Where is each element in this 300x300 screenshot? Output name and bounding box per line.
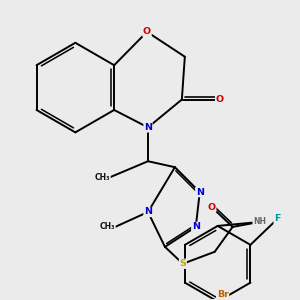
Text: N: N — [144, 123, 152, 132]
Text: N: N — [196, 188, 204, 196]
Text: O: O — [143, 27, 151, 36]
Text: O: O — [216, 95, 224, 104]
Text: Br: Br — [217, 290, 229, 299]
Text: F: F — [274, 214, 280, 224]
Text: N: N — [144, 208, 152, 217]
Text: CH₃: CH₃ — [100, 222, 115, 231]
Text: O: O — [208, 202, 216, 211]
Text: S: S — [179, 259, 186, 268]
Text: N: N — [192, 222, 200, 231]
Text: CH₃: CH₃ — [95, 173, 110, 182]
Text: NH: NH — [253, 218, 266, 226]
